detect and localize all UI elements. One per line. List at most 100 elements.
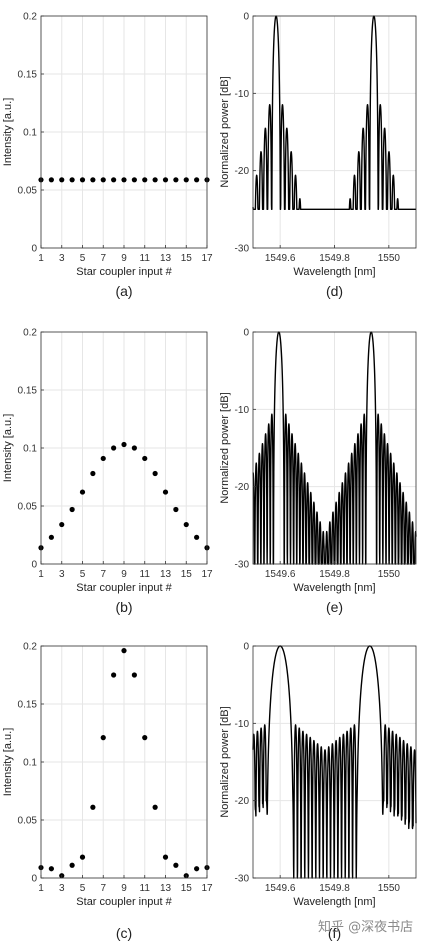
data-point <box>48 866 54 872</box>
x-tick-label: 1549.8 <box>319 883 350 894</box>
data-point <box>131 445 137 451</box>
data-point <box>131 177 137 183</box>
x-tick-label: 13 <box>160 253 172 264</box>
data-point <box>48 177 54 183</box>
y-tick-label: -20 <box>235 166 250 177</box>
x-tick-label: 17 <box>201 569 213 580</box>
x-tick-label: 15 <box>181 569 193 580</box>
data-point <box>194 534 200 540</box>
y-tick-label: 0.2 <box>23 12 37 23</box>
x-tick-label: 5 <box>80 569 86 580</box>
y-tick-label: 0 <box>243 328 249 339</box>
data-point <box>194 177 200 183</box>
x-tick-label: 1 <box>38 253 44 264</box>
x-tick-label: 5 <box>80 883 86 894</box>
panel-label: (a) <box>115 283 132 299</box>
x-tick-label: 13 <box>160 569 172 580</box>
data-point <box>111 445 117 451</box>
y-axis-label: Normalized power [dB] <box>219 706 231 817</box>
y-axis-label: Intensity [a.u.] <box>2 414 14 482</box>
data-point <box>90 177 96 183</box>
data-point <box>121 177 127 183</box>
x-axis-label: Wavelength [nm] <box>293 266 375 278</box>
y-tick-label: -30 <box>235 244 250 255</box>
y-tick-label: 0.15 <box>18 700 38 711</box>
x-tick-label: 11 <box>140 883 151 894</box>
data-point <box>111 177 117 183</box>
data-point <box>90 470 96 477</box>
x-axis-label: Wavelength [nm] <box>293 582 375 594</box>
x-axis-label: Star coupler input # <box>76 582 172 594</box>
x-tick-label: 1550 <box>378 253 401 264</box>
x-tick-label: 1550 <box>378 569 401 580</box>
data-point <box>131 672 137 678</box>
data-point <box>69 862 75 868</box>
y-tick-label: 0.1 <box>23 758 37 769</box>
panel-label: (e) <box>326 599 343 615</box>
x-tick-label: 7 <box>100 253 106 264</box>
data-point <box>183 521 189 528</box>
x-tick-label: 17 <box>201 883 213 894</box>
x-tick-label: 3 <box>59 253 65 264</box>
y-tick-label: 0 <box>31 560 37 571</box>
x-tick-label: 9 <box>121 569 127 580</box>
x-tick-label: 1 <box>38 883 44 894</box>
panel-e: 1549.6 1549.8 1550 -30 -20 -10 0 Wavelength [nm… <box>219 328 417 615</box>
y-axis-label: Intensity [a.u.] <box>2 728 14 796</box>
spectrum-line <box>252 15 417 211</box>
panel-label: (c) <box>116 925 132 941</box>
x-tick-label: 5 <box>80 253 86 264</box>
data-point <box>69 177 75 183</box>
x-tick-label: 9 <box>121 253 127 264</box>
panel-label: (f) <box>328 925 341 941</box>
data-point <box>183 177 189 183</box>
x-tick-label: 1549.6 <box>265 569 296 580</box>
y-axis-label: Intensity [a.u.] <box>2 98 14 166</box>
x-tick-label: 11 <box>140 569 151 580</box>
x-tick-label: 1549.8 <box>319 253 350 264</box>
data-point <box>79 854 86 860</box>
y-tick-label: 0 <box>243 642 249 653</box>
x-tick-label: 1 <box>38 569 44 580</box>
y-tick-label: 0.05 <box>18 816 38 827</box>
data-point <box>121 648 127 654</box>
panel-label: (d) <box>326 283 343 299</box>
panel-d: 1549.6 1549.8 1550 -30 -20 -10 0 Wavelength [nm… <box>219 12 417 299</box>
data-point <box>194 866 200 872</box>
y-tick-label: 0.1 <box>23 128 37 139</box>
y-axis-label: Normalized power [dB] <box>219 392 231 503</box>
x-tick-label: 1549.6 <box>265 883 296 894</box>
data-point <box>69 506 75 513</box>
x-tick-label: 13 <box>160 883 172 894</box>
data-point <box>152 470 158 477</box>
y-axis-label: Normalized power [dB] <box>219 76 231 187</box>
x-tick-label: 17 <box>201 253 213 264</box>
x-tick-label: 7 <box>100 569 106 580</box>
data-point <box>173 862 179 868</box>
panel-f: 1549.6 1549.8 1550 -30 -20 -10 0 Wavelength [nm… <box>219 642 417 941</box>
data-point <box>59 521 65 528</box>
x-tick-label: 3 <box>59 569 65 580</box>
data-point <box>79 177 86 183</box>
x-tick-label: 1549.6 <box>265 253 296 264</box>
x-axis-label: Wavelength [nm] <box>293 896 375 908</box>
data-point <box>142 455 148 462</box>
x-tick-label: 1550 <box>378 883 401 894</box>
data-point <box>111 672 117 678</box>
y-tick-label: 0.05 <box>18 186 38 197</box>
data-point <box>90 804 96 810</box>
y-tick-label: 0.15 <box>18 70 38 81</box>
x-tick-label: 15 <box>181 253 193 264</box>
x-tick-label: 9 <box>121 883 127 894</box>
y-tick-label: -30 <box>235 874 250 885</box>
data-point <box>142 177 148 183</box>
y-tick-label: 0.2 <box>23 328 37 339</box>
x-tick-label: 3 <box>59 883 65 894</box>
y-tick-label: -10 <box>235 89 250 100</box>
x-tick-label: 15 <box>181 883 193 894</box>
y-tick-label: 0.1 <box>23 444 37 455</box>
y-tick-label: -20 <box>235 482 250 493</box>
